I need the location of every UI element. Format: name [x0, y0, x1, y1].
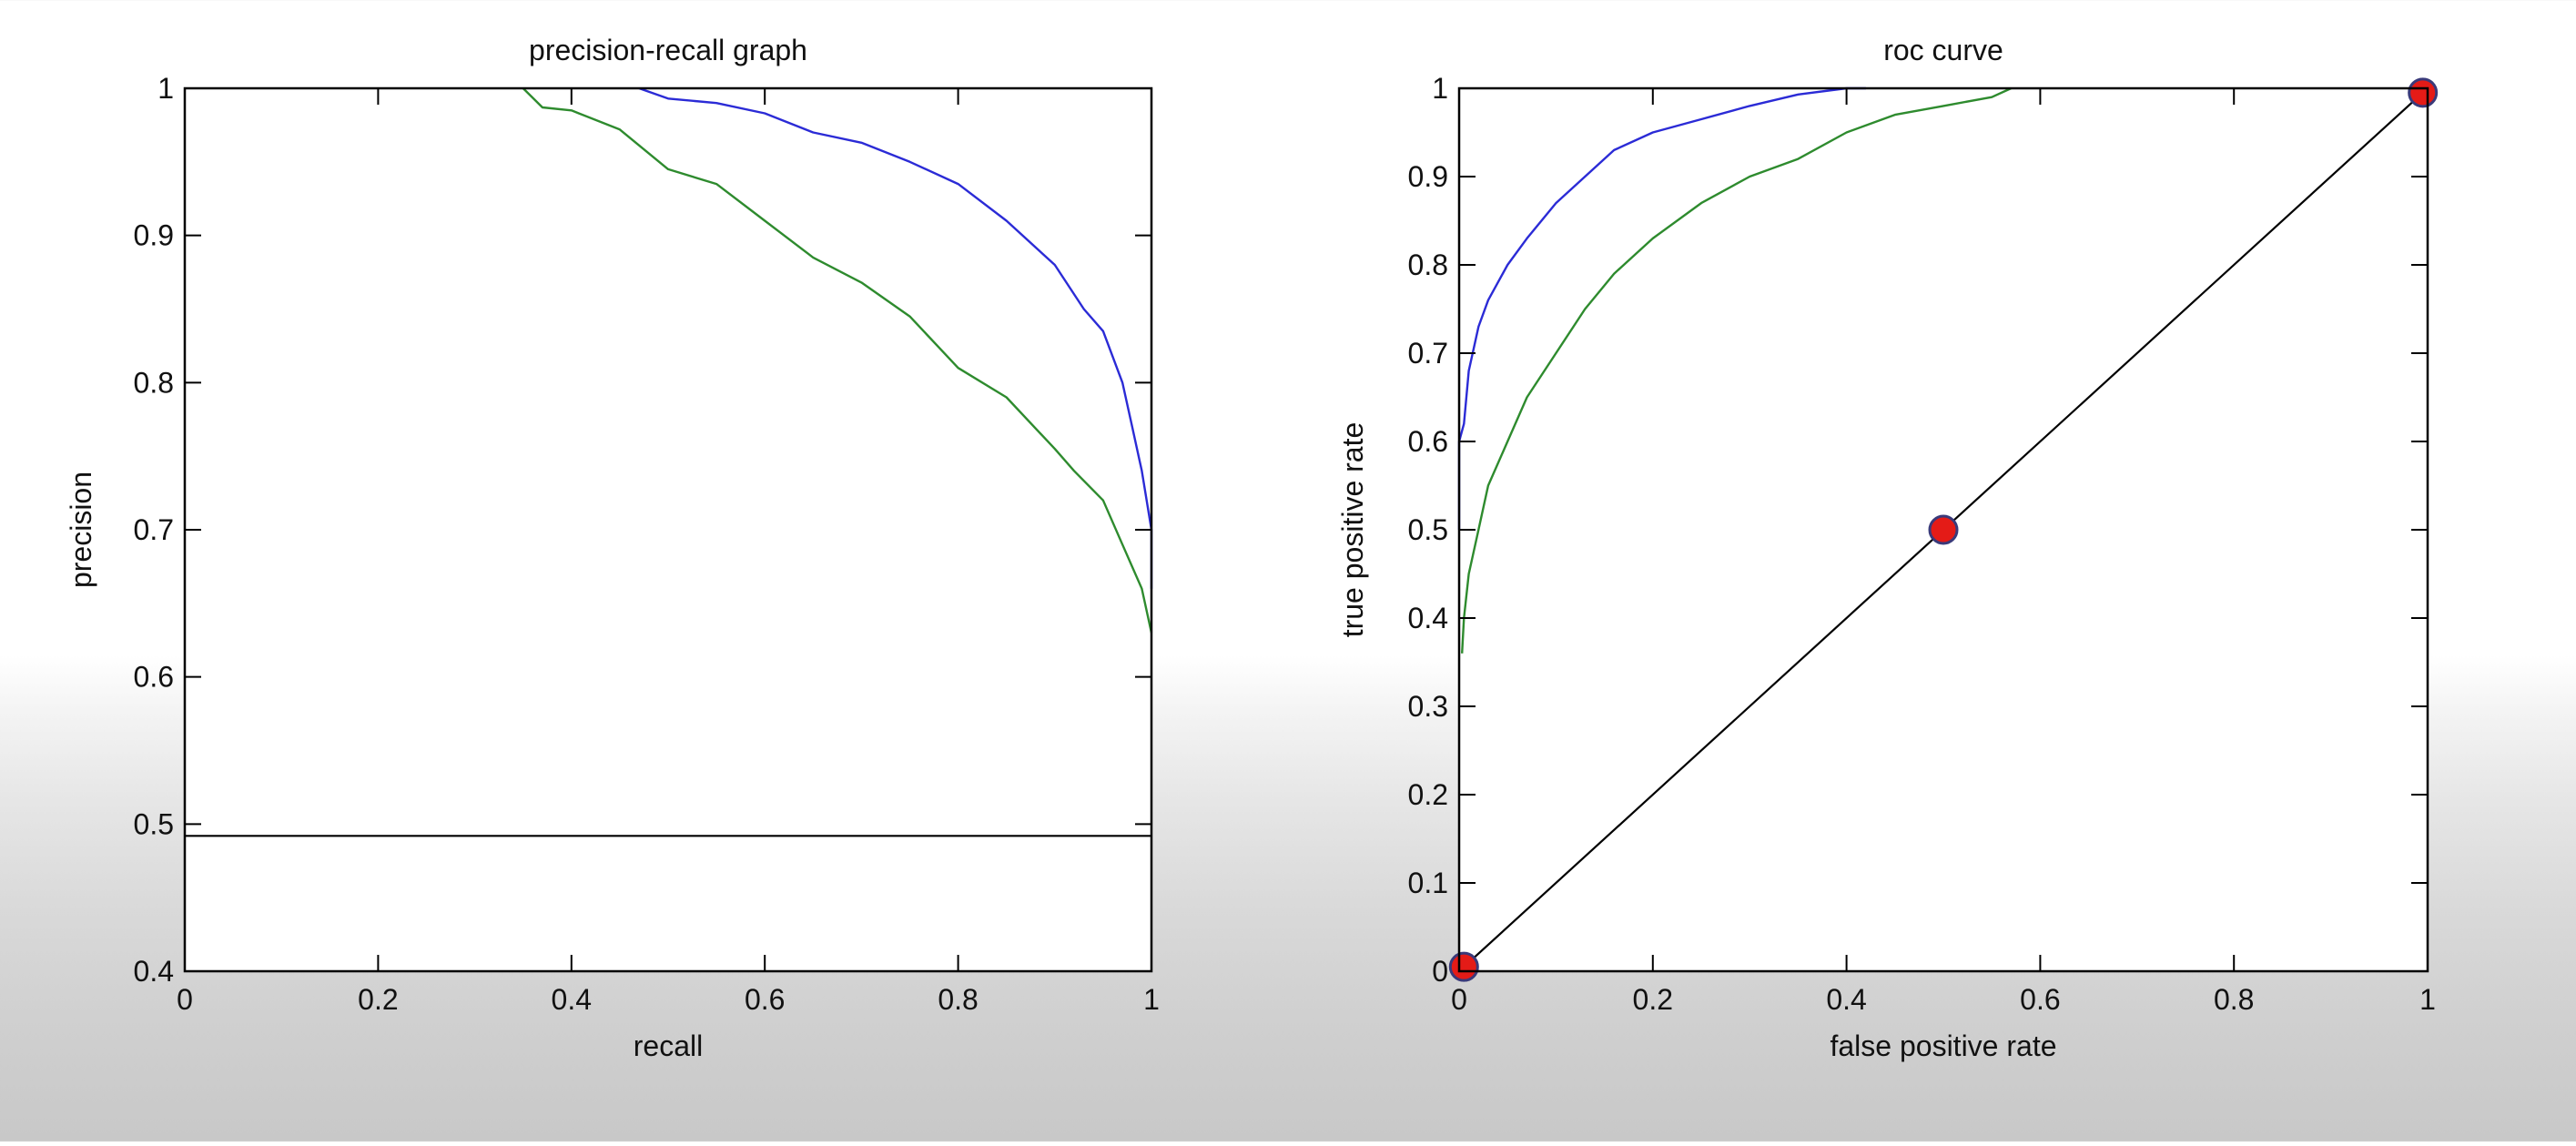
chart-title: roc curve: [1883, 34, 2003, 66]
x-tick-label: 0.4: [1826, 983, 1866, 1016]
x-tick-label: 0.8: [938, 983, 978, 1016]
x-tick-label: 0.2: [1633, 983, 1673, 1016]
chart-2: 0 0.2 0.4 0.6 0.8 1 0 0.1 0.2 0.3 0.4 0.5 0.6 0.7 0.8 0…: [1336, 34, 2439, 1062]
series-line-2: [1461, 86, 2012, 654]
y-tick-label: 0.3: [1408, 690, 1448, 723]
y-axis-label: true positive rate: [1336, 422, 1369, 638]
y-tick-label: 0.8: [1408, 248, 1448, 281]
y-tick-label: 0.5: [134, 807, 174, 840]
marker-point: [1448, 951, 1479, 982]
x-axis-label: recall: [634, 1029, 703, 1062]
y-tick-label: 1: [157, 72, 174, 105]
y-tick-label: 0.4: [134, 955, 174, 988]
series-line-1: [1457, 86, 1866, 530]
y-tick-label: 0.7: [134, 513, 174, 546]
y-tick-label: 0.8: [134, 366, 174, 399]
y-tick-label: 0.1: [1408, 867, 1448, 899]
y-tick-label: 0.9: [1408, 160, 1448, 193]
y-tick-label: 0.5: [1408, 513, 1448, 546]
x-tick-label: 0.6: [2020, 983, 2060, 1016]
x-tick-label: 0.2: [358, 983, 398, 1016]
x-tick-label: 1: [2419, 983, 2436, 1016]
x-tick-label: 0: [177, 983, 193, 1016]
series-line-1: [638, 86, 1153, 589]
y-tick-label: 0.9: [134, 219, 174, 252]
y-tick-label: 0.6: [1408, 425, 1448, 458]
chart-1: 0 0.2 0.4 0.6 0.8 1 0.4 0.5 0.6 0.7 0.8 0.9 1 precisi…: [65, 34, 1160, 1062]
y-axis-label: precision: [65, 472, 97, 588]
y-tick-label: 0.7: [1408, 337, 1448, 370]
marker-point: [1928, 514, 1959, 545]
x-tick-label: 0.8: [2214, 983, 2254, 1016]
x-tick-label: 1: [1143, 983, 1160, 1016]
x-tick-label: 0: [1451, 983, 1467, 1016]
y-tick-label: 0.4: [1408, 602, 1448, 634]
y-tick-label: 0.6: [134, 661, 174, 694]
chart-title: precision-recall graph: [529, 34, 807, 66]
y-tick-label: 0.2: [1408, 778, 1448, 811]
x-tick-label: 0.4: [552, 983, 592, 1016]
y-tick-label: 0: [1432, 955, 1448, 988]
marker-point: [2408, 77, 2439, 108]
series-line-2: [522, 87, 1153, 634]
y-tick-label: 1: [1432, 72, 1448, 105]
x-axis-label: false positive rate: [1830, 1029, 2056, 1062]
x-tick-label: 0.6: [745, 983, 785, 1016]
plot-area: [185, 88, 1151, 971]
